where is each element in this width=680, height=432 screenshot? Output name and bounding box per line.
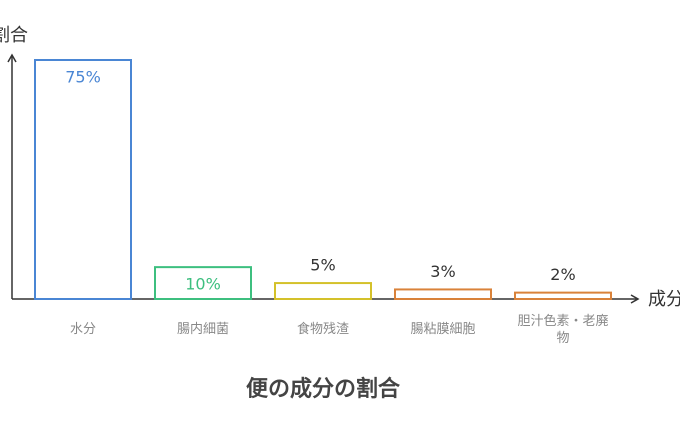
bar: [154, 266, 252, 300]
x-tick-label: 腸粘膜細胞: [410, 322, 475, 337]
value-label: 2%: [550, 265, 575, 284]
bar: [394, 288, 492, 301]
chart-title: 便の成分の割合: [246, 376, 401, 402]
x-tick-label: 水分: [70, 322, 96, 337]
x-tick-label: 胆汁色素・老廃物: [517, 313, 608, 346]
value-label: 75%: [65, 68, 101, 87]
x-axis-label: 成分: [648, 289, 680, 310]
value-label: 3%: [430, 262, 455, 281]
x-tick-label: 腸内細菌: [177, 321, 229, 337]
value-label: 10%: [185, 275, 221, 294]
value-label: 5%: [310, 256, 335, 275]
x-tick-label: 食物残渣: [297, 321, 349, 337]
y-axis-label: 割合: [0, 25, 28, 46]
bar: [274, 282, 372, 301]
bar: [34, 59, 132, 300]
bar: [514, 291, 612, 301]
